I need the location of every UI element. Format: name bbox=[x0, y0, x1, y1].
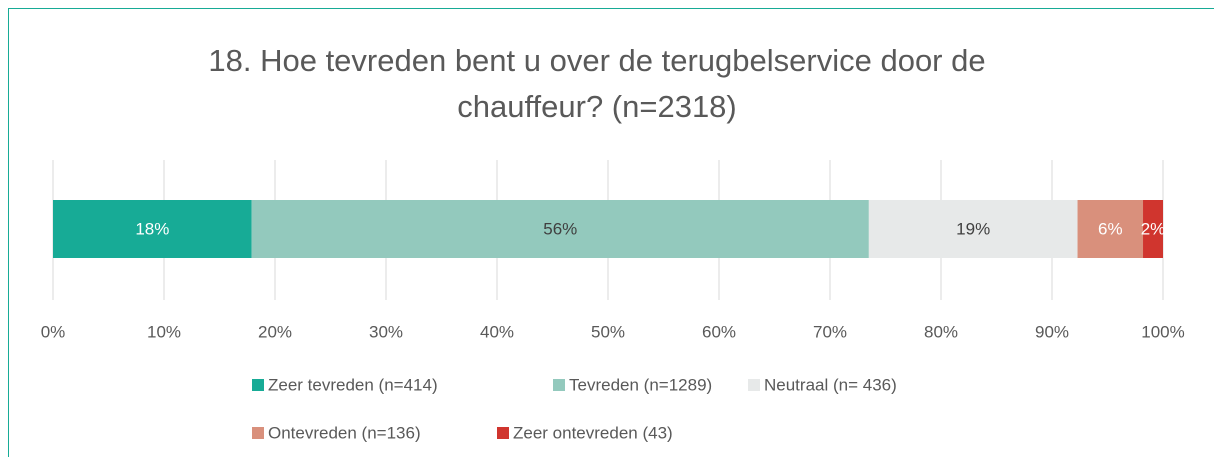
legend-swatch bbox=[748, 379, 760, 391]
x-tick-label: 0% bbox=[41, 322, 66, 341]
legend-label: Neutraal (n= 436) bbox=[764, 375, 897, 394]
legend-swatch bbox=[252, 427, 264, 439]
data-label: 6% bbox=[1098, 219, 1123, 238]
legend-swatch bbox=[553, 379, 565, 391]
legend-label: Zeer tevreden (n=414) bbox=[268, 375, 438, 394]
data-label: 19% bbox=[956, 219, 990, 238]
data-label: 18% bbox=[135, 219, 169, 238]
x-tick-label: 80% bbox=[924, 322, 958, 341]
chart-title: 18. Hoe tevreden bent u over de terugbel… bbox=[208, 43, 986, 124]
x-tick-label: 40% bbox=[480, 322, 514, 341]
data-label: 2% bbox=[1141, 219, 1166, 238]
bar-segment bbox=[868, 200, 1078, 258]
bar-segment bbox=[53, 200, 252, 258]
legend-swatch bbox=[497, 427, 509, 439]
legend-label: Zeer ontevreden (43) bbox=[513, 423, 673, 442]
legend-swatch bbox=[252, 379, 264, 391]
x-tick-label: 50% bbox=[591, 322, 625, 341]
x-tick-label: 60% bbox=[702, 322, 736, 341]
x-tick-label: 10% bbox=[147, 322, 181, 341]
x-tick-label: 90% bbox=[1035, 322, 1069, 341]
bar-segment bbox=[1077, 200, 1144, 258]
legend-label: Tevreden (n=1289) bbox=[569, 375, 712, 394]
x-tick-label: 70% bbox=[813, 322, 847, 341]
data-label: 56% bbox=[543, 219, 577, 238]
x-tick-label: 20% bbox=[258, 322, 292, 341]
legend-label: Ontevreden (n=136) bbox=[268, 423, 421, 442]
chart-border bbox=[8, 8, 1214, 457]
x-tick-label: 30% bbox=[369, 322, 403, 341]
bar-segment bbox=[1143, 200, 1163, 258]
bar-segment bbox=[251, 200, 869, 258]
x-tick-label: 100% bbox=[1141, 322, 1184, 341]
